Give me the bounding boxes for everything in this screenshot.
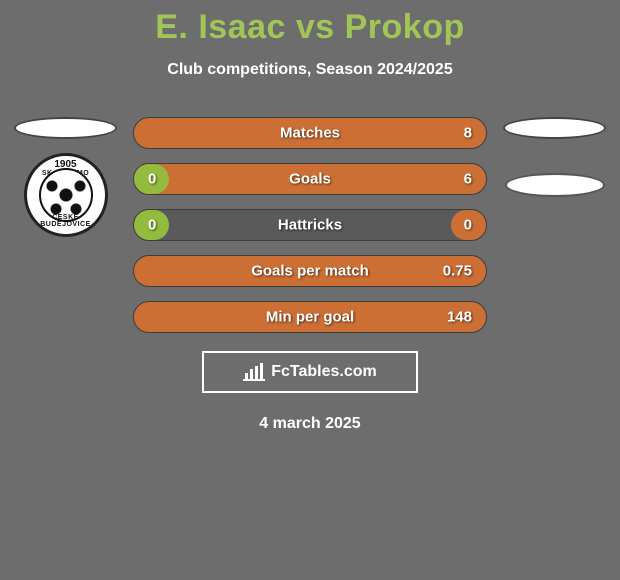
stats-column: Matches80Goals60Hattricks0Goals per matc… bbox=[123, 117, 497, 333]
left-player-col: 1905 SK DYNAMO ČESKÉ BUDĚJOVICE bbox=[8, 117, 123, 237]
stat-value-right: 0.75 bbox=[443, 263, 472, 280]
bar-chart-icon bbox=[243, 363, 265, 381]
stat-label: Goals bbox=[134, 171, 486, 188]
stat-bar: Matches8 bbox=[133, 117, 487, 149]
stat-value-right: 0 bbox=[464, 217, 472, 234]
stat-value-right: 6 bbox=[464, 171, 472, 188]
player-photo-placeholder bbox=[503, 117, 606, 139]
site-logo-text: FcTables.com bbox=[271, 363, 377, 381]
content-row: 1905 SK DYNAMO ČESKÉ BUDĚJOVICE Matches8… bbox=[0, 117, 620, 333]
stat-value-right: 148 bbox=[447, 309, 472, 326]
stat-bar: 0Hattricks0 bbox=[133, 209, 487, 241]
stat-bar: Goals per match0.75 bbox=[133, 255, 487, 287]
stat-bar: Min per goal148 bbox=[133, 301, 487, 333]
player-photo-placeholder bbox=[14, 117, 117, 139]
site-logo[interactable]: FcTables.com bbox=[202, 351, 418, 393]
stat-label: Min per goal bbox=[134, 309, 486, 326]
comparison-card: E. Isaac vs Prokop Club competitions, Se… bbox=[0, 0, 620, 580]
stat-label: Goals per match bbox=[134, 263, 486, 280]
stat-label: Hattricks bbox=[134, 217, 486, 234]
page-title: E. Isaac vs Prokop bbox=[0, 0, 620, 47]
right-player-col bbox=[497, 117, 612, 197]
stat-bar: 0Goals6 bbox=[133, 163, 487, 195]
club-logo-placeholder bbox=[505, 173, 605, 197]
report-date: 4 march 2025 bbox=[0, 415, 620, 433]
stat-label: Matches bbox=[134, 125, 486, 142]
crest-text-bottom: ČESKÉ BUDĚJOVICE bbox=[27, 214, 105, 228]
stat-value-right: 8 bbox=[464, 125, 472, 142]
club-crest: 1905 SK DYNAMO ČESKÉ BUDĚJOVICE bbox=[24, 153, 108, 237]
page-subtitle: Club competitions, Season 2024/2025 bbox=[0, 61, 620, 79]
